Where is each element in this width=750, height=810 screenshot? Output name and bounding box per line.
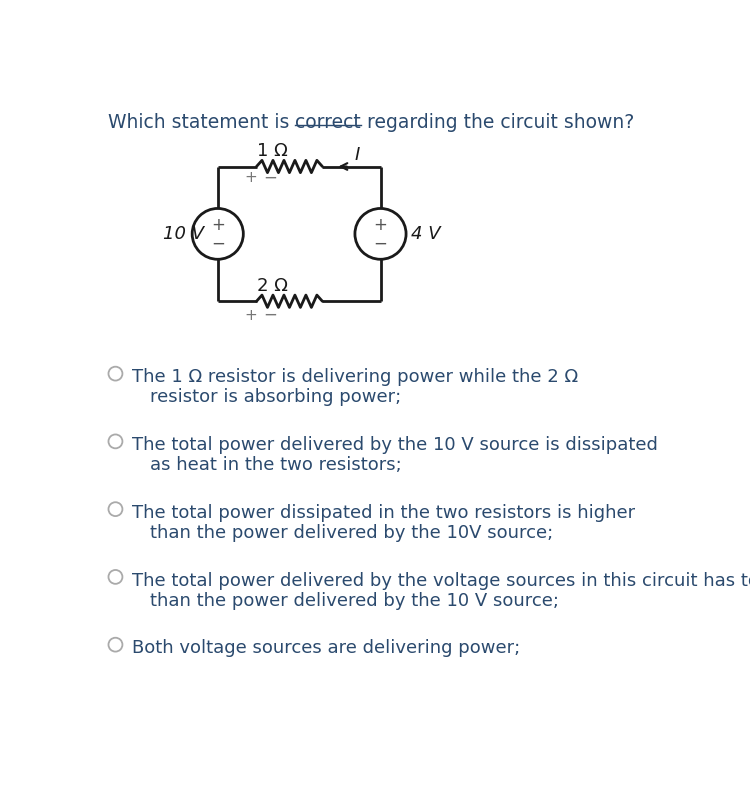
Text: regarding the circuit shown?: regarding the circuit shown?: [361, 113, 634, 131]
Text: +: +: [244, 308, 256, 322]
Text: The total power delivered by the 10 V source is dissipated: The total power delivered by the 10 V so…: [133, 436, 658, 454]
Text: The 1 Ω resistor is delivering power while the 2 Ω: The 1 Ω resistor is delivering power whi…: [133, 369, 579, 386]
Text: resistor is absorbing power;: resistor is absorbing power;: [150, 388, 401, 407]
Text: Both voltage sources are delivering power;: Both voltage sources are delivering powe…: [133, 639, 520, 657]
Text: −: −: [263, 168, 278, 186]
Text: The total power dissipated in the two resistors is higher: The total power dissipated in the two re…: [133, 504, 635, 522]
Text: 10 V: 10 V: [163, 225, 204, 243]
Text: 2 Ω: 2 Ω: [257, 277, 288, 295]
Text: 1 Ω: 1 Ω: [257, 142, 288, 160]
Text: than the power delivered by the 10V source;: than the power delivered by the 10V sour…: [150, 524, 554, 542]
Text: correct: correct: [295, 113, 361, 131]
Text: as heat in the two resistors;: as heat in the two resistors;: [150, 456, 402, 474]
Text: than the power delivered by the 10 V source;: than the power delivered by the 10 V sou…: [150, 591, 560, 610]
Text: +: +: [374, 216, 388, 234]
Text: +: +: [244, 170, 256, 185]
Text: 4 V: 4 V: [411, 225, 440, 243]
Text: Which statement is: Which statement is: [108, 113, 295, 131]
Text: −: −: [211, 235, 225, 253]
Text: −: −: [263, 306, 278, 324]
Text: +: +: [211, 216, 225, 234]
Text: The total power delivered by the voltage sources in this circuit has to be lower: The total power delivered by the voltage…: [133, 572, 750, 590]
Text: −: −: [374, 235, 388, 253]
Text: I: I: [355, 146, 360, 164]
